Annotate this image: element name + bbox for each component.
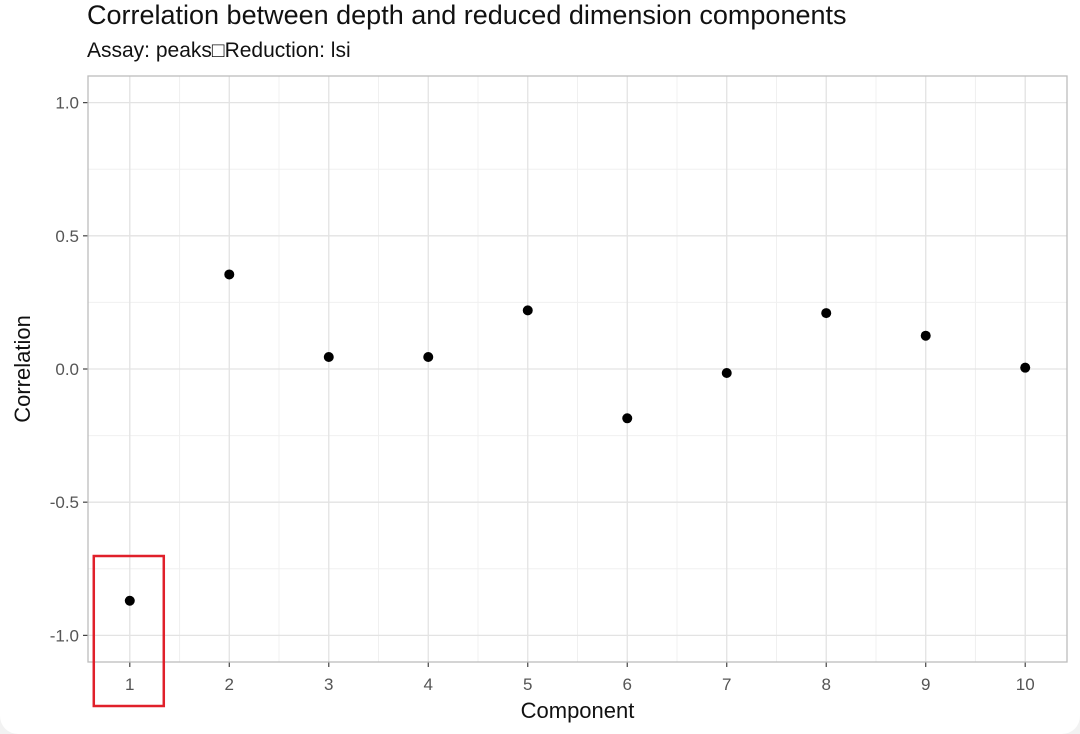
x-tick-label: 4 — [424, 675, 433, 694]
panel-border — [87, 75, 1068, 663]
y-tick-label: 0.0 — [55, 360, 79, 379]
data-point — [323, 352, 334, 363]
x-tick-label: 9 — [921, 675, 930, 694]
y-tick-label: 0.5 — [55, 227, 79, 246]
y-tick-label: 1.0 — [55, 94, 79, 113]
x-tick-label: 8 — [821, 675, 830, 694]
data-point — [224, 269, 235, 280]
data-point — [821, 308, 832, 319]
data-point — [721, 367, 732, 378]
data-point — [1020, 362, 1031, 373]
x-tick-label: 5 — [523, 675, 532, 694]
x-tick-label: 7 — [722, 675, 731, 694]
chart-subtitle: Assay: peaks□Reduction: lsi — [87, 39, 351, 62]
y-tick-label: -0.5 — [50, 493, 79, 512]
data-point — [522, 305, 533, 316]
x-tick-label: 6 — [623, 675, 632, 694]
data-point — [423, 352, 434, 363]
data-point — [124, 595, 135, 606]
data-point — [622, 413, 633, 424]
x-tick-label: 1 — [125, 675, 134, 694]
data-point — [920, 330, 931, 341]
x-tick-label: 2 — [225, 675, 234, 694]
x-axis-title: Component — [521, 698, 635, 723]
chart-title: Correlation between depth and reduced di… — [87, 0, 847, 30]
x-tick-label: 3 — [324, 675, 333, 694]
y-axis-title: Correlation — [10, 315, 35, 423]
x-tick-label: 10 — [1016, 675, 1035, 694]
y-tick-label: -1.0 — [50, 626, 79, 645]
highlight-box — [92, 554, 166, 708]
